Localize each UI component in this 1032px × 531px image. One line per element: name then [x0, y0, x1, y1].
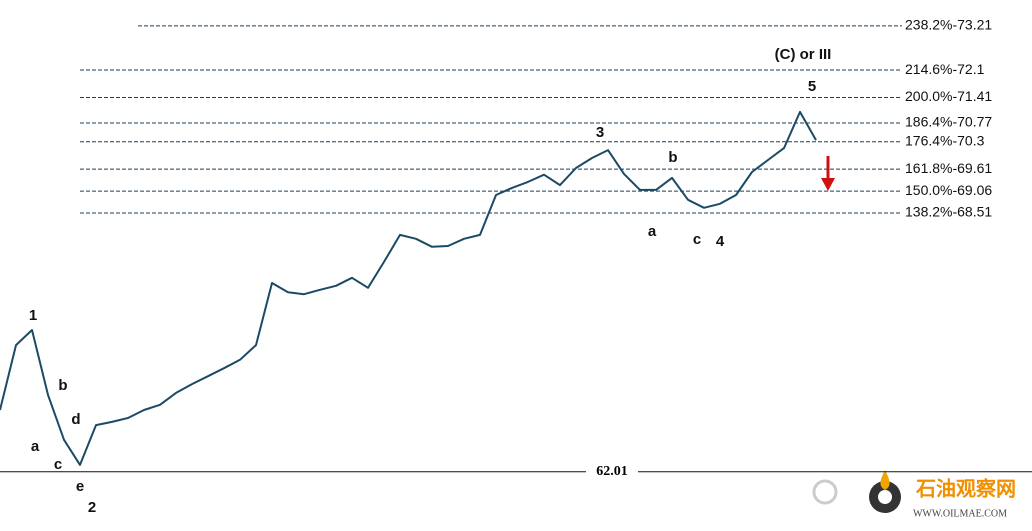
- fib-level-label: 150.0%-69.06: [905, 182, 992, 198]
- fib-level-label: 214.6%-72.1: [905, 61, 985, 77]
- wave-label: 2: [88, 499, 96, 516]
- wave-label: b: [668, 149, 677, 166]
- fib-level-label: 138.2%-68.51: [905, 204, 992, 220]
- fib-label-bg: [902, 17, 1030, 34]
- wave-label: 4: [716, 233, 725, 250]
- wave-label: 1: [29, 307, 37, 324]
- fib-level-label: 200.0%-71.41: [905, 88, 992, 104]
- fib-label-bg: [902, 183, 1030, 200]
- fib-label-bg: [902, 161, 1030, 178]
- watermark-drop: [880, 470, 890, 490]
- baseline-label: 62.01: [596, 464, 628, 479]
- wave-label: c: [54, 456, 62, 473]
- wave-label: d: [71, 411, 80, 428]
- wave-label: e: [76, 478, 84, 495]
- wave-label: a: [648, 223, 657, 240]
- fib-label-bg: [902, 133, 1030, 150]
- fib-label-bg: [902, 89, 1030, 106]
- wave-label: c: [693, 231, 701, 248]
- watermark-logo: [812, 479, 838, 505]
- fib-label-bg: [902, 114, 1030, 131]
- down-arrow-head: [821, 178, 835, 191]
- watermark-gear-hole: [878, 490, 892, 504]
- watermark-title: 石油观察网: [915, 477, 1016, 501]
- watermark: 石油观察网 WWW.OILMAE.COM: [812, 470, 1016, 519]
- fib-level-label: 176.4%-70.3: [905, 132, 985, 148]
- fib-label-bg: [902, 204, 1030, 221]
- fib-level-label: 186.4%-70.77: [905, 114, 992, 130]
- wave-label: 3: [596, 124, 604, 141]
- fib-label-bg: [902, 62, 1030, 79]
- watermark-url: WWW.OILMAE.COM: [913, 508, 1007, 519]
- wave-label: a: [31, 438, 40, 455]
- fib-level-label: 161.8%-69.61: [905, 160, 992, 176]
- wave-label: b: [58, 377, 67, 394]
- wave-label: 5: [808, 78, 816, 95]
- fib-level-label: 238.2%-73.21: [905, 17, 992, 33]
- wave-label: (C) or III: [775, 46, 832, 63]
- price-line: [0, 110, 817, 466]
- baseline-label-bg: [586, 462, 638, 481]
